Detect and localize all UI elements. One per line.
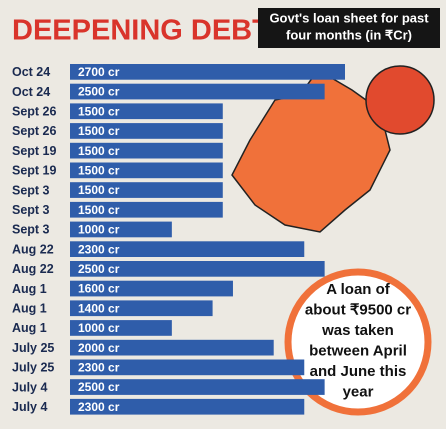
annotation: A loan of: [326, 281, 391, 298]
annotation: between April: [309, 342, 407, 359]
value-label: 1000 cr: [78, 223, 120, 237]
value-label: 1500 cr: [78, 124, 120, 138]
category-label: Sept 3: [12, 223, 50, 237]
category-label: Sept 19: [12, 144, 57, 158]
chart-title: DEEPENING DEBT: [12, 15, 270, 47]
category-label: Oct 24: [12, 65, 50, 79]
bar: [70, 182, 223, 198]
bar: [70, 162, 223, 179]
annotation: was taken: [321, 322, 394, 339]
bar: [70, 142, 223, 159]
annotation: and June this: [310, 363, 407, 380]
category-label: Sept 3: [12, 183, 50, 197]
category-label: Sept 26: [12, 105, 57, 119]
bar: [70, 123, 223, 139]
category-label: Sept 26: [12, 124, 57, 138]
category-label: July 4: [12, 380, 47, 394]
bar: [70, 398, 305, 415]
bar: [70, 359, 305, 376]
value-label: 2500 cr: [78, 85, 120, 99]
value-label: 1500 cr: [78, 164, 120, 178]
category-label: Aug 1: [12, 282, 47, 296]
category-label: Aug 22: [12, 242, 54, 256]
annotation-circle: [284, 268, 432, 416]
value-label: 2300 cr: [78, 361, 120, 375]
bar: [70, 320, 172, 336]
bar: [70, 241, 305, 257]
annotation: year: [343, 383, 374, 400]
value-label: 2500 cr: [78, 262, 120, 276]
category-label: July 4: [12, 400, 47, 414]
value-label: 1500 cr: [78, 144, 120, 158]
value-label: 2300 cr: [78, 242, 120, 256]
bar: [70, 83, 325, 100]
category-label: Sept 19: [12, 164, 57, 178]
category-label: Sept 3: [12, 203, 50, 217]
bar: [70, 339, 274, 356]
subtitle: four months (in ₹Cr): [286, 27, 412, 42]
value-label: 2300 cr: [78, 400, 120, 414]
value-label: 1400 cr: [78, 301, 120, 315]
category-label: Aug 22: [12, 262, 54, 276]
value-label: 2500 cr: [78, 380, 120, 394]
bar: [70, 379, 325, 395]
bar: [70, 201, 223, 218]
annotation: about ₹9500 cr: [305, 301, 411, 318]
value-label: 1500 cr: [78, 203, 120, 217]
value-label: 2700 cr: [78, 65, 120, 79]
value-label: 1000 cr: [78, 321, 120, 335]
bar: [70, 300, 213, 317]
value-label: 1500 cr: [78, 183, 120, 197]
bar: [70, 221, 172, 238]
category-label: Oct 24: [12, 85, 50, 99]
subtitle: Govt's loan sheet for past: [269, 10, 429, 25]
bar: [70, 64, 345, 80]
value-label: 2000 cr: [78, 341, 120, 355]
category-label: July 25: [12, 361, 54, 375]
bar: [70, 103, 223, 120]
subtitle-box: [258, 8, 440, 48]
bar: [70, 261, 325, 277]
category-label: Aug 1: [12, 302, 47, 316]
money-bag: [365, 65, 435, 135]
category-label: July 25: [12, 341, 54, 355]
value-label: 1600 cr: [78, 282, 120, 296]
category-label: Aug 1: [12, 321, 47, 335]
value-label: 1500 cr: [78, 104, 120, 118]
bar: [70, 280, 233, 297]
